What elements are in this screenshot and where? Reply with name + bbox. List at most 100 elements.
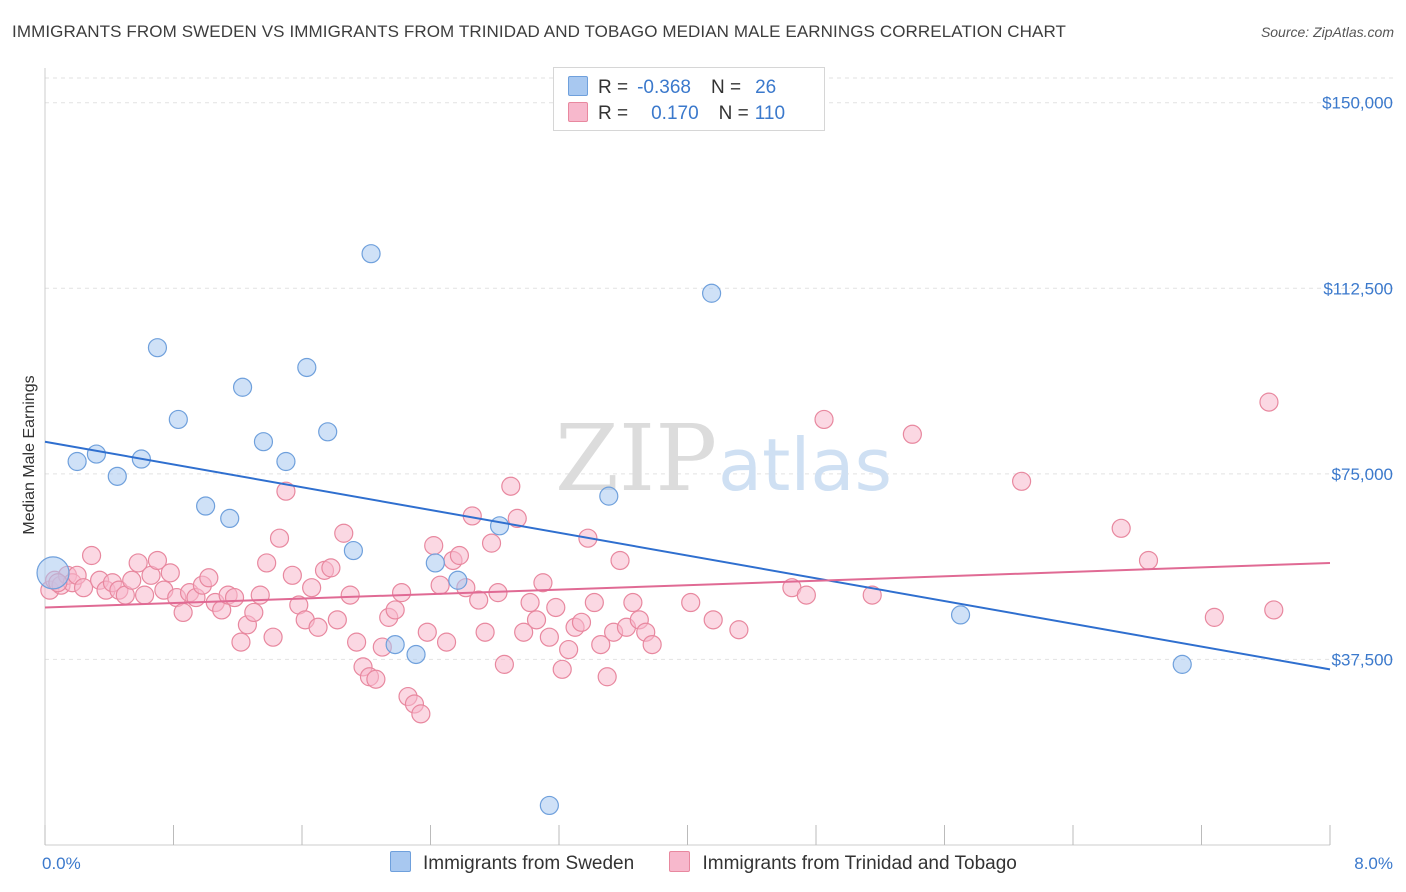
legend-r-value: 0.170 (651, 103, 699, 124)
trinidad-point[interactable] (449, 545, 470, 566)
trinidad-point[interactable] (417, 622, 437, 642)
trinidad-point[interactable] (308, 617, 328, 637)
trinidad-point[interactable] (642, 634, 662, 655)
sweden-point[interactable] (107, 466, 127, 486)
trinidad-point[interactable] (134, 585, 155, 605)
sweden-point[interactable] (539, 795, 559, 816)
trinidad-point[interactable] (559, 639, 579, 660)
bottom-legend-item-sweden[interactable]: Immigrants from Sweden (390, 851, 634, 875)
sweden-point[interactable] (86, 444, 107, 464)
trinidad-point[interactable] (391, 583, 412, 603)
sweden-point[interactable] (67, 451, 87, 472)
trinidad-point[interactable] (571, 612, 592, 632)
trinidad-point[interactable] (501, 476, 521, 496)
trinidad-point[interactable] (424, 536, 444, 556)
trinidad-point[interactable] (81, 545, 102, 566)
trinidad-point[interactable] (276, 481, 296, 501)
sweden-point[interactable] (232, 377, 253, 397)
sweden-point[interactable] (276, 451, 296, 472)
trinidad-point[interactable] (250, 585, 270, 605)
trinidad-point[interactable] (436, 632, 457, 652)
trinidad-point[interactable] (539, 627, 559, 647)
trinidad-point[interactable] (494, 654, 514, 674)
trinidad-point[interactable] (1111, 518, 1131, 538)
trinidad-point[interactable] (514, 622, 534, 642)
trinidad-point[interactable] (327, 610, 347, 630)
trinidad-point[interactable] (902, 424, 922, 444)
trinidad-point[interactable] (282, 565, 302, 585)
trinidad-point[interactable] (526, 610, 547, 630)
sweden-point[interactable] (220, 508, 240, 529)
trend-line-trinidad (44, 561, 1331, 609)
trinidad-point[interactable] (224, 587, 245, 608)
sweden-point[interactable] (1172, 654, 1192, 674)
trinidad-point[interactable] (703, 610, 723, 630)
trinidad-point[interactable] (173, 602, 193, 623)
legend-r-label: R = (598, 77, 629, 98)
trinidad-point[interactable] (269, 528, 290, 548)
trinidad-point[interactable] (1204, 607, 1224, 627)
trinidad-point[interactable] (729, 620, 749, 640)
trinidad-point[interactable] (263, 627, 283, 647)
trinidad-point[interactable] (1259, 392, 1279, 412)
trinidad-point[interactable] (552, 659, 572, 679)
trinidad-point[interactable] (546, 597, 566, 618)
trinidad-point[interactable] (385, 600, 405, 620)
bottom-legend-item-trinidad[interactable]: Immigrants from Trinidad and Tobago (669, 851, 1017, 875)
sweden-point[interactable] (318, 422, 338, 442)
sweden-point[interactable] (297, 357, 317, 378)
trinidad-point[interactable] (1264, 600, 1284, 620)
sweden-point[interactable] (425, 553, 445, 573)
trinidad-point[interactable] (347, 632, 367, 652)
trinidad-point[interactable] (334, 523, 354, 543)
sweden-point[interactable] (196, 496, 216, 516)
trinidad-point[interactable] (147, 550, 168, 571)
trinidad-point[interactable] (610, 550, 630, 571)
trinidad-point[interactable] (231, 632, 251, 652)
trinidad-point[interactable] (1011, 471, 1032, 491)
sweden-point[interactable] (147, 338, 168, 358)
trinidad-point[interactable] (469, 590, 489, 610)
trinidad-point[interactable] (199, 568, 219, 588)
sweden-point[interactable] (599, 486, 619, 506)
sweden-point[interactable] (701, 283, 722, 303)
trinidad-point[interactable] (591, 634, 611, 655)
trinidad-point[interactable] (681, 592, 701, 613)
source-label[interactable]: Source: ZipAtlas.com (1260, 24, 1394, 40)
trinidad-point[interactable] (475, 622, 495, 642)
sweden-point[interactable] (361, 244, 381, 264)
trinidad-point[interactable] (623, 592, 643, 613)
trinidad-point[interactable] (430, 575, 450, 595)
sweden-point[interactable] (385, 634, 405, 655)
trinidad-point[interactable] (597, 667, 617, 687)
legend-n-value: 110 (754, 103, 786, 124)
trinidad-point[interactable] (302, 578, 322, 598)
trinidad-point[interactable] (533, 573, 553, 593)
trinidad-point[interactable] (321, 558, 341, 578)
trinidad-point[interactable] (257, 553, 277, 573)
trinidad-point[interactable] (73, 578, 94, 598)
sweden-point[interactable] (489, 516, 510, 536)
trinidad-point[interactable] (411, 704, 431, 724)
trinidad-point[interactable] (814, 409, 834, 430)
trinidad-point[interactable] (520, 592, 540, 613)
sweden-point[interactable] (343, 540, 363, 561)
trinidad-point[interactable] (507, 508, 527, 529)
trinidad-point[interactable] (584, 592, 604, 613)
trinidad-point[interactable] (128, 553, 148, 573)
sweden-point[interactable] (406, 644, 426, 665)
sweden-point[interactable] (36, 556, 70, 590)
trinidad-point[interactable] (244, 602, 264, 623)
sweden-point[interactable] (448, 570, 468, 590)
trinidad-point[interactable] (481, 533, 502, 553)
trinidad-point[interactable] (340, 585, 360, 605)
trinidad-point[interactable] (796, 585, 816, 605)
sweden-point[interactable] (253, 432, 274, 452)
trinidad-point[interactable] (366, 669, 386, 689)
trinidad-point[interactable] (862, 585, 882, 605)
trinidad-point[interactable] (1138, 550, 1159, 571)
trinidad-point[interactable] (160, 563, 180, 583)
sweden-point[interactable] (950, 605, 971, 625)
sweden-point[interactable] (168, 409, 188, 430)
trinidad-point[interactable] (122, 570, 142, 590)
